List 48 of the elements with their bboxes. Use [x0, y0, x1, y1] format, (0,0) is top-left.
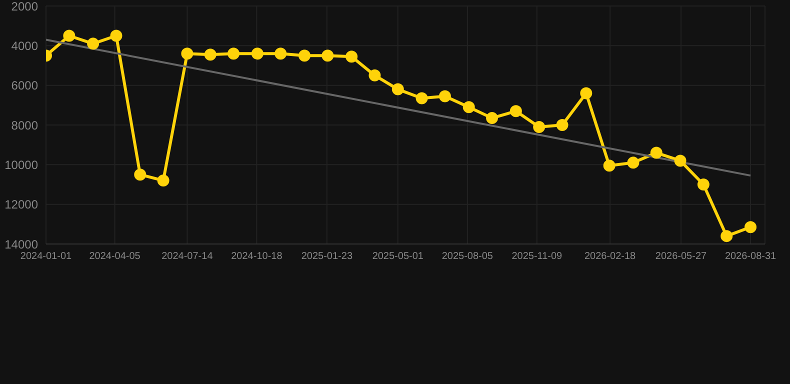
point: [157, 174, 170, 187]
point: [416, 92, 428, 104]
y-tick-label: 8000: [11, 118, 38, 132]
x-tick-label: 2026-08-31: [724, 251, 777, 262]
point: [368, 69, 381, 82]
point: [627, 156, 640, 169]
point: [346, 50, 358, 63]
point: [462, 101, 475, 114]
y-tick-label: 10000: [4, 158, 38, 172]
point: [110, 30, 122, 42]
y-tick-label: 14000: [4, 237, 38, 252]
y-tick-label: 12000: [4, 198, 38, 212]
point: [533, 120, 546, 133]
x-tick-label: 2024-10-18: [231, 251, 283, 262]
point: [87, 38, 100, 50]
point: [228, 48, 240, 60]
point: [744, 221, 757, 234]
point: [251, 48, 264, 60]
point: [720, 230, 733, 242]
point: [486, 112, 498, 124]
point: [556, 119, 568, 131]
point: [510, 105, 522, 118]
point: [674, 154, 686, 167]
x-tick-label: 2024-01-01: [20, 251, 72, 262]
point: [697, 178, 710, 190]
x-tick-label: 2024-04-05: [89, 251, 141, 262]
y-tick-label: 6000: [11, 78, 38, 93]
point: [298, 50, 310, 62]
y-tick-label: 4000: [11, 38, 38, 53]
point: [134, 168, 146, 181]
point: [603, 160, 616, 172]
x-tick-label: 2025-01-23: [301, 251, 353, 262]
x-tick-label: 2024-07-14: [162, 251, 214, 262]
x-tick-label: 2025-11-09: [512, 251, 563, 262]
point: [204, 48, 216, 61]
point: [274, 48, 287, 60]
point: [63, 30, 76, 42]
point: [580, 87, 592, 100]
point: [650, 146, 662, 159]
x-tick-label: 2025-05-01: [372, 251, 424, 262]
point: [438, 90, 451, 102]
point: [181, 48, 194, 60]
x-tick-label: 2025-08-05: [442, 251, 494, 262]
point: [322, 50, 334, 62]
point: [392, 83, 404, 96]
y-tick-label: 2000: [11, 0, 38, 14]
x-tick-label: 2026-02-18: [584, 251, 636, 262]
x-tick-label: 2026-05-27: [655, 251, 708, 262]
